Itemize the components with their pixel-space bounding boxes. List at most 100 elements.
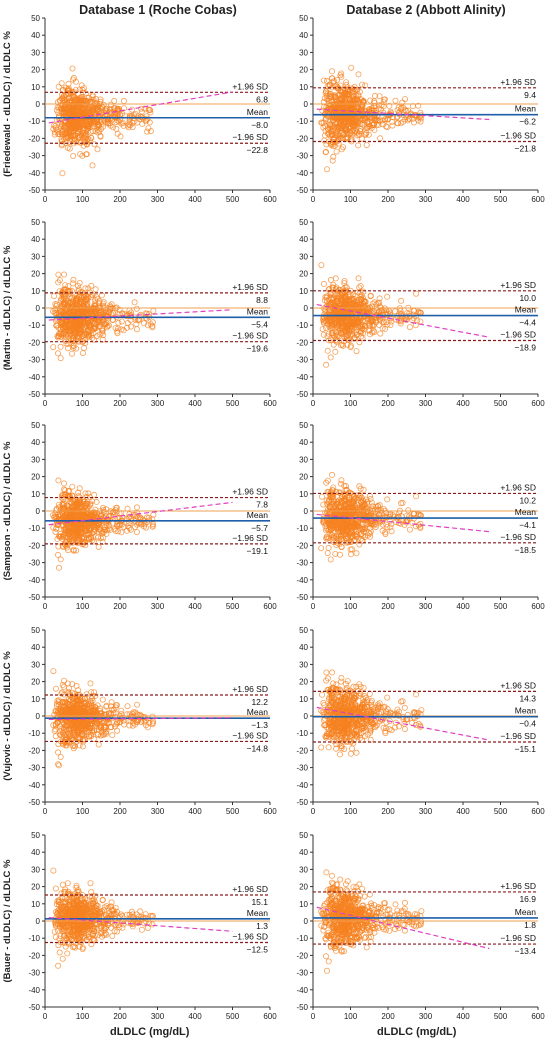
y-tick-label: 50	[31, 218, 40, 227]
x-tick-label: 600	[531, 399, 545, 408]
data-point	[55, 477, 62, 484]
upper-loa-value: 10.0	[519, 293, 536, 303]
data-point	[144, 128, 151, 135]
x-tick-label: 200	[113, 399, 127, 408]
mean-value: −4.1	[519, 520, 536, 530]
data-point	[80, 130, 87, 137]
data-point	[320, 77, 327, 84]
y-tick-label: 0	[36, 304, 41, 313]
data-point	[91, 141, 98, 148]
x-tick-label: 600	[531, 195, 545, 204]
data-point	[127, 323, 134, 330]
data-point	[65, 85, 72, 92]
data-point	[76, 126, 83, 133]
y-tick-label: -30	[28, 152, 40, 161]
data-point	[386, 517, 393, 524]
data-point	[69, 350, 76, 357]
data-point	[399, 118, 406, 125]
lower-loa-value: −21.8	[514, 143, 536, 153]
data-point	[84, 138, 91, 145]
x-tick-label: 200	[381, 195, 395, 204]
data-point	[328, 141, 335, 148]
upper-loa-label: +1.96 SD	[232, 81, 268, 91]
data-point	[88, 120, 95, 127]
data-point	[77, 100, 84, 107]
data-point	[340, 116, 347, 123]
x-tick-label: 500	[494, 399, 508, 408]
y-tick-label: 0	[36, 100, 41, 109]
x-tick-label: 200	[381, 399, 395, 408]
data-point	[331, 94, 338, 101]
data-point	[389, 118, 396, 125]
x-tick-label: 0	[43, 602, 48, 611]
y-tick-label: -40	[28, 169, 40, 178]
y-tick-label: 30	[31, 455, 40, 464]
data-point	[324, 347, 331, 354]
mean-value: −8.0	[251, 120, 268, 130]
data-point	[50, 344, 57, 351]
scatter-points	[50, 65, 154, 177]
data-point	[118, 529, 125, 536]
data-point	[94, 146, 101, 153]
data-point	[369, 107, 376, 114]
data-point	[327, 354, 334, 361]
data-point	[362, 131, 369, 138]
y-tick-label: -40	[296, 169, 308, 178]
x-tick-label: 300	[419, 195, 433, 204]
x-tick-label: 400	[456, 602, 470, 611]
y-tick-label: 30	[31, 48, 40, 57]
data-point	[100, 101, 107, 108]
data-point	[79, 152, 86, 159]
data-point	[323, 93, 330, 100]
y-tick-label: 20	[31, 270, 40, 279]
data-point	[330, 136, 337, 143]
data-point	[58, 116, 65, 123]
data-point	[380, 99, 387, 106]
y-tick-label: -20	[28, 541, 40, 550]
data-point	[332, 275, 339, 282]
data-point	[334, 123, 341, 130]
y-tick-label: 20	[31, 66, 40, 75]
data-point	[71, 132, 78, 139]
data-point	[324, 550, 331, 557]
data-point	[145, 125, 152, 132]
data-point	[52, 123, 59, 130]
data-point	[353, 348, 360, 355]
data-point	[80, 96, 87, 103]
y-tick-label: 10	[299, 490, 308, 499]
data-point	[121, 721, 128, 728]
y-axis-label: (Sampson - dLDLC) / dLDLC %	[2, 441, 13, 580]
data-point	[55, 83, 62, 90]
upper-loa-label: +1.96 SD	[232, 487, 268, 497]
data-point	[359, 81, 366, 88]
data-point	[133, 529, 140, 536]
y-tick-label: -30	[296, 559, 308, 568]
mean-value: −5.7	[251, 523, 268, 533]
data-point	[127, 113, 134, 120]
upper-loa-label: +1.96 SD	[232, 282, 268, 292]
data-point	[55, 350, 62, 357]
y-tick-label: -50	[28, 186, 40, 195]
data-point	[343, 92, 350, 99]
data-point	[374, 117, 381, 124]
y-tick-label: -20	[296, 134, 308, 143]
data-point	[348, 64, 355, 71]
y-tick-label: 20	[31, 473, 40, 482]
data-point	[79, 743, 86, 750]
data-point	[318, 493, 325, 500]
data-point	[337, 97, 344, 104]
data-point	[118, 318, 125, 325]
data-point	[107, 115, 114, 122]
data-point	[342, 91, 349, 98]
data-point	[346, 106, 353, 113]
data-point	[83, 111, 90, 118]
data-point	[341, 121, 348, 128]
y-tick-label: 30	[299, 48, 308, 57]
regression-trend-line	[316, 108, 490, 121]
data-point	[331, 124, 338, 131]
data-point	[327, 128, 334, 135]
lower-loa-value: −18.5	[514, 545, 536, 555]
data-point	[318, 119, 325, 126]
